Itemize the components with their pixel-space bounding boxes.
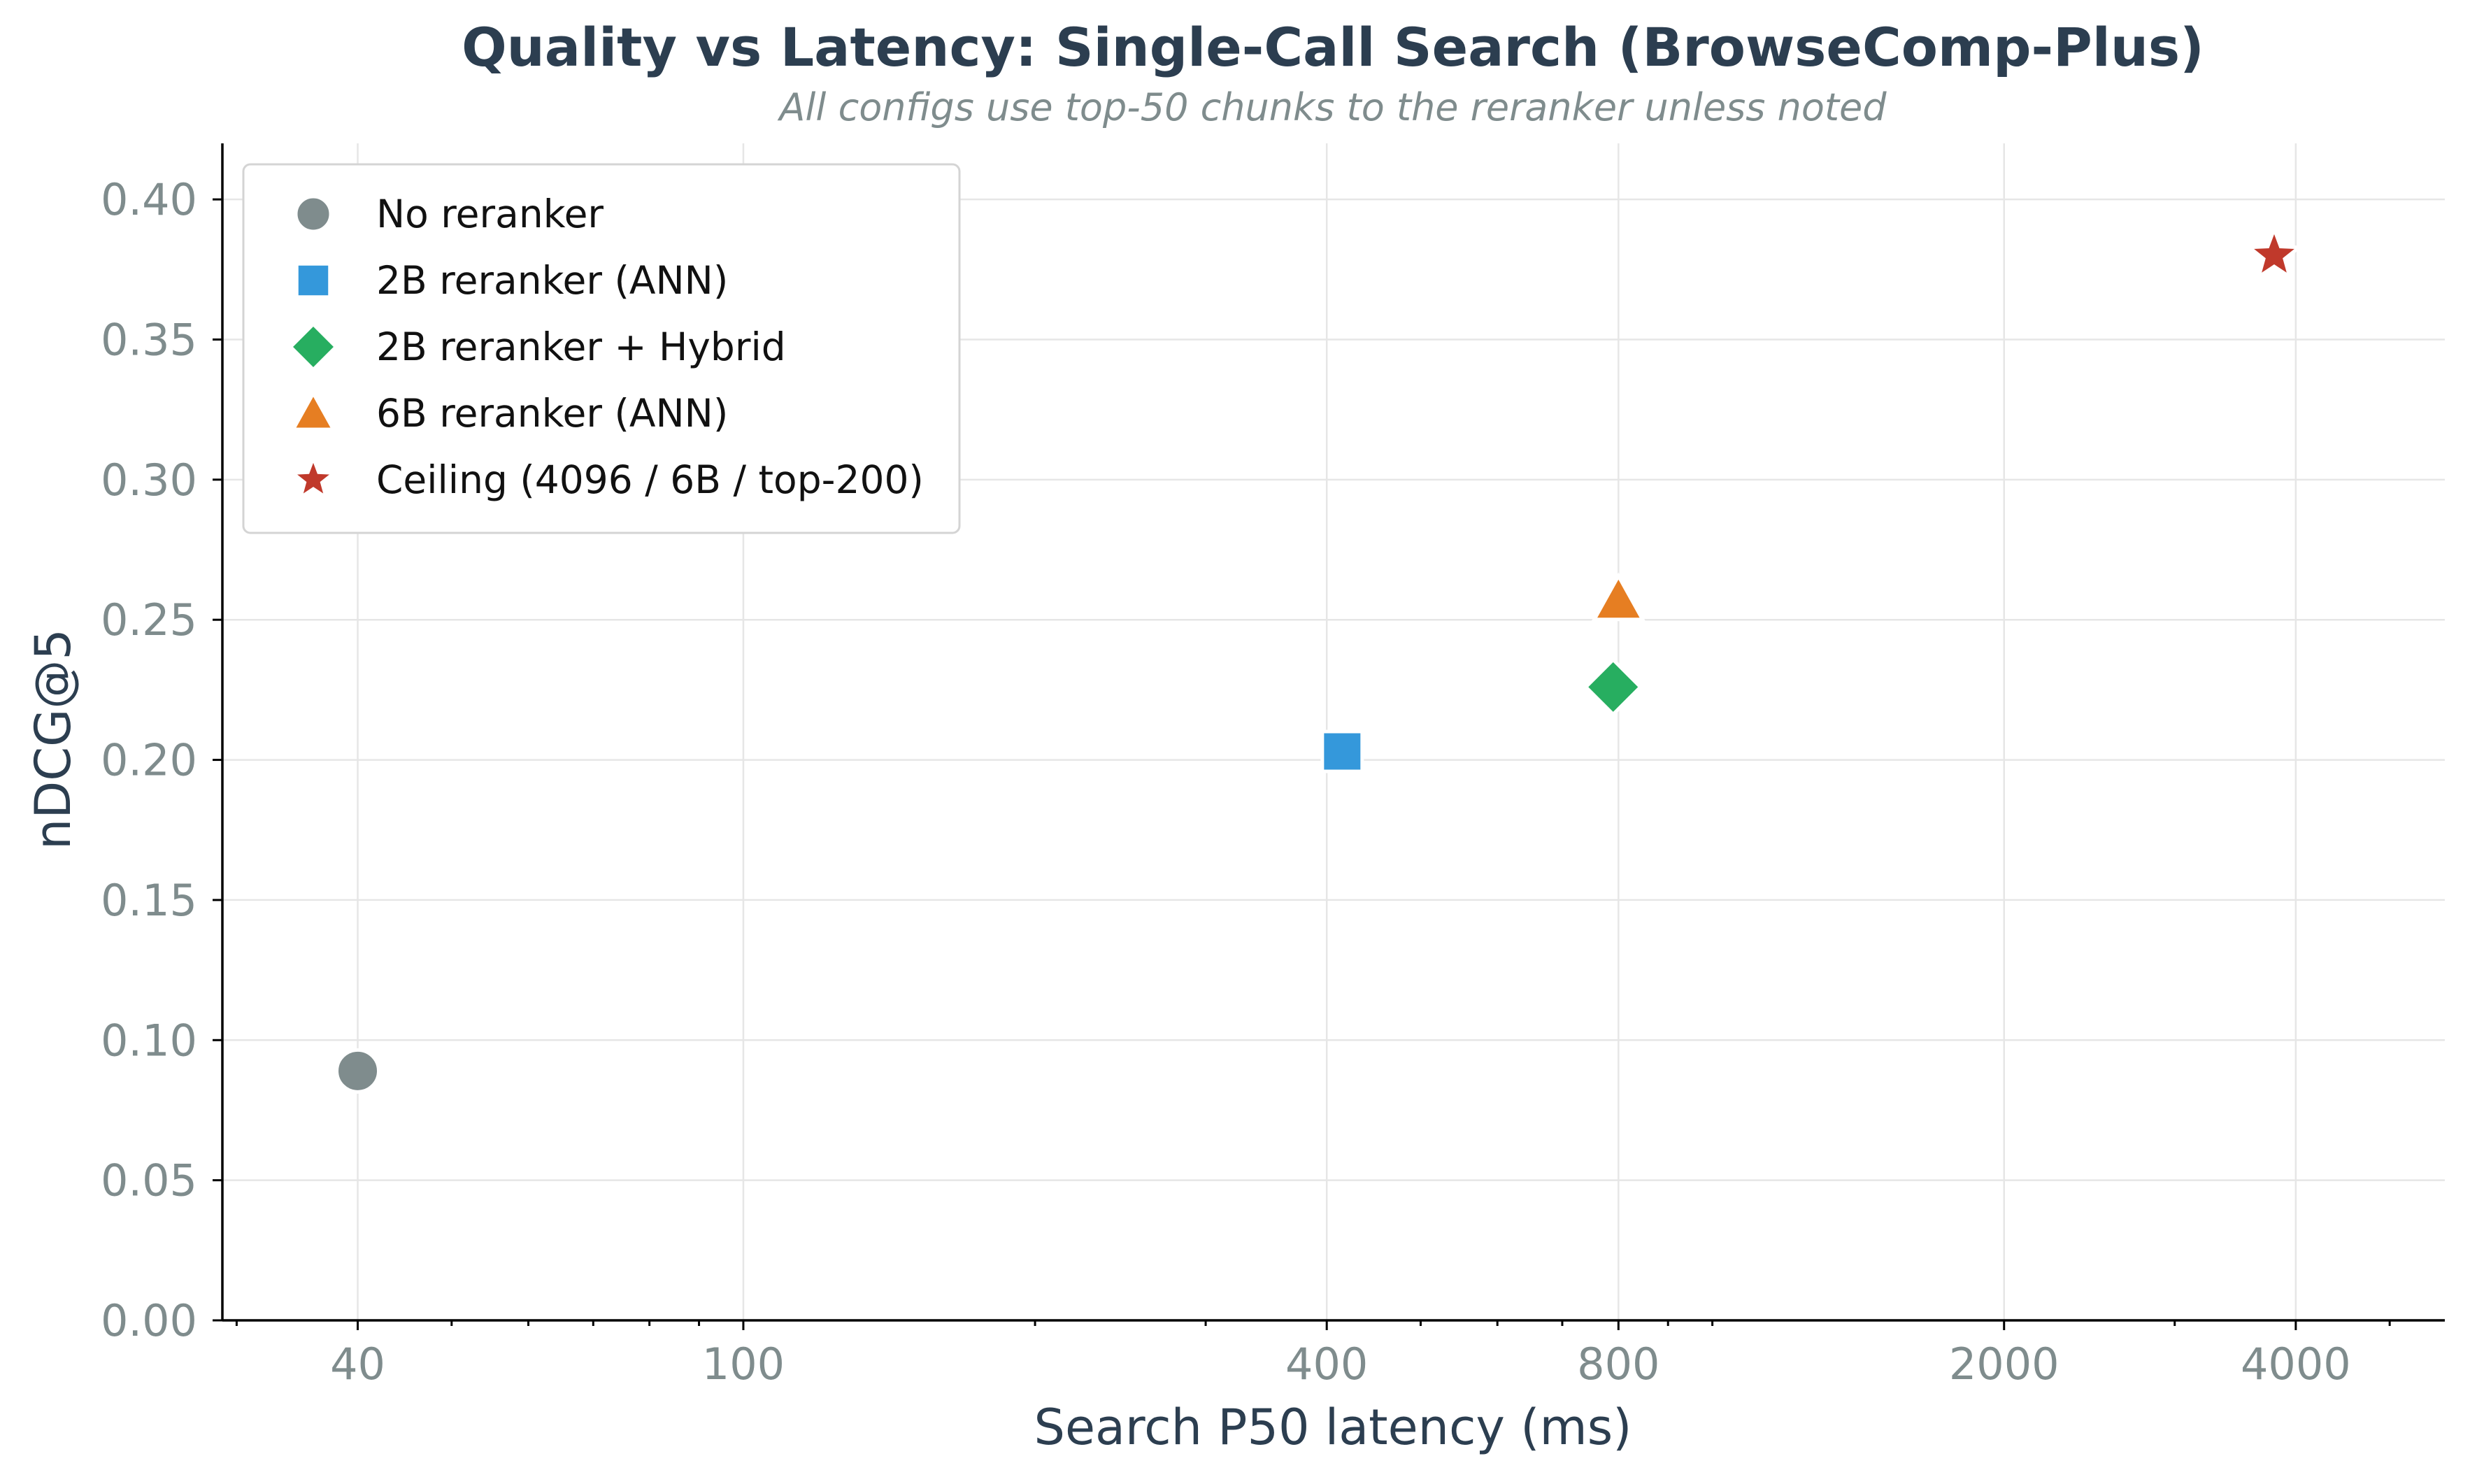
y-tick-label: 0.30 [101, 455, 197, 506]
x-tick-label: 800 [1577, 1339, 1659, 1390]
legend-marker-triangle [290, 390, 336, 431]
legend-label: 6B reranker (ANN) [376, 391, 728, 436]
data-point-star [2244, 224, 2304, 281]
y-tick-label: 0.35 [101, 315, 197, 366]
legend-marker-diamond [287, 321, 339, 373]
chart-title: Quality vs Latency: Single-Call Search (… [462, 16, 2204, 78]
legend-marker-circle [294, 194, 333, 234]
data-point-square [1320, 729, 1364, 773]
x-axis-ticks: 40 100 400 800 2000 4000 [235, 1320, 2391, 1390]
data-point-diamond [1583, 657, 1643, 717]
data-points [335, 224, 2304, 1094]
y-tick-label: 0.10 [101, 1015, 197, 1066]
legend-marker-square [294, 262, 332, 299]
x-tick-label: 400 [1285, 1339, 1368, 1390]
y-tick-label: 0.25 [101, 594, 197, 645]
legend-label: 2B reranker (ANN) [376, 258, 728, 303]
legend-label: Ceiling (4096 / 6B / top-200) [376, 457, 924, 502]
y-tick-label: 0.40 [101, 174, 197, 225]
data-point-circle [335, 1048, 381, 1094]
x-tick-label: 40 [330, 1339, 385, 1390]
x-tick-label: 100 [702, 1339, 785, 1390]
chart-subtitle: All configs use top-50 chunks to the rer… [777, 85, 1887, 129]
x-axis-label: Search P50 latency (ms) [1034, 1399, 1632, 1456]
x-tick-label: 4000 [2241, 1339, 2351, 1390]
y-tick-label: 0.20 [101, 735, 197, 786]
y-tick-label: 0.05 [101, 1155, 197, 1206]
y-tick-label: 0.15 [101, 875, 197, 926]
legend: No reranker 2B reranker (ANN) 2B reranker … [242, 163, 961, 534]
x-tick-label: 2000 [1949, 1339, 2059, 1390]
legend-label: No reranker [376, 192, 604, 236]
legend-label: 2B reranker + Hybrid [376, 324, 786, 369]
legend-marker-star [287, 452, 339, 502]
y-axis-label: nDCG@5 [24, 629, 82, 850]
y-tick-label: 0.00 [101, 1295, 197, 1346]
legend-box [242, 163, 961, 534]
data-point-triangle [1591, 572, 1646, 622]
y-axis-ticks: 0.00 0.05 0.10 0.15 0.20 0.25 0.30 0.35 0.40 [101, 174, 222, 1346]
